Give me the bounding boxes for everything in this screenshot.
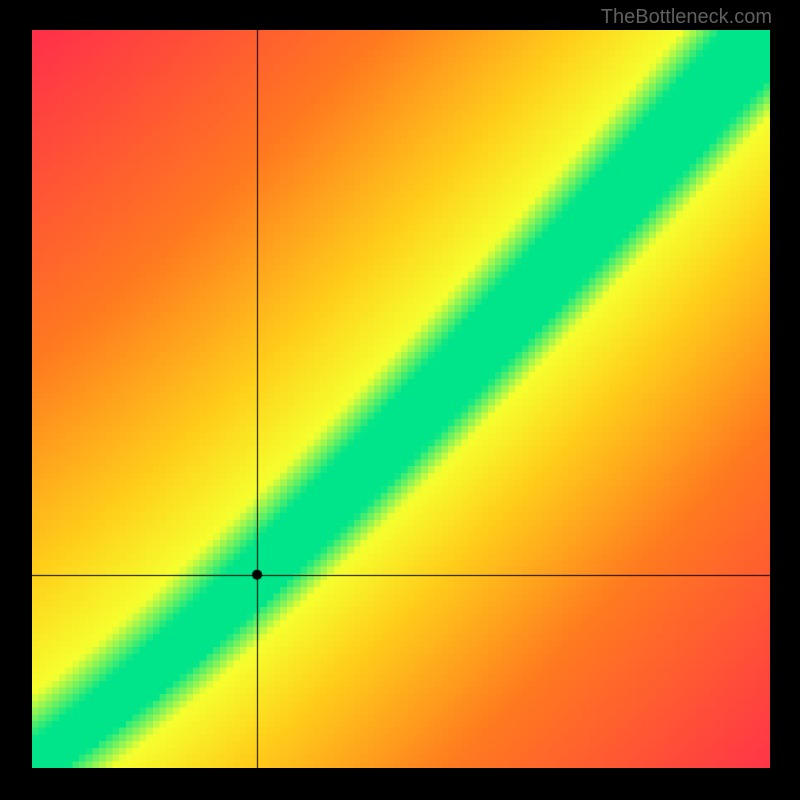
bottleneck-heatmap [32,30,770,768]
root-container: TheBottleneck.com [0,0,800,800]
watermark-label: TheBottleneck.com [601,6,772,29]
